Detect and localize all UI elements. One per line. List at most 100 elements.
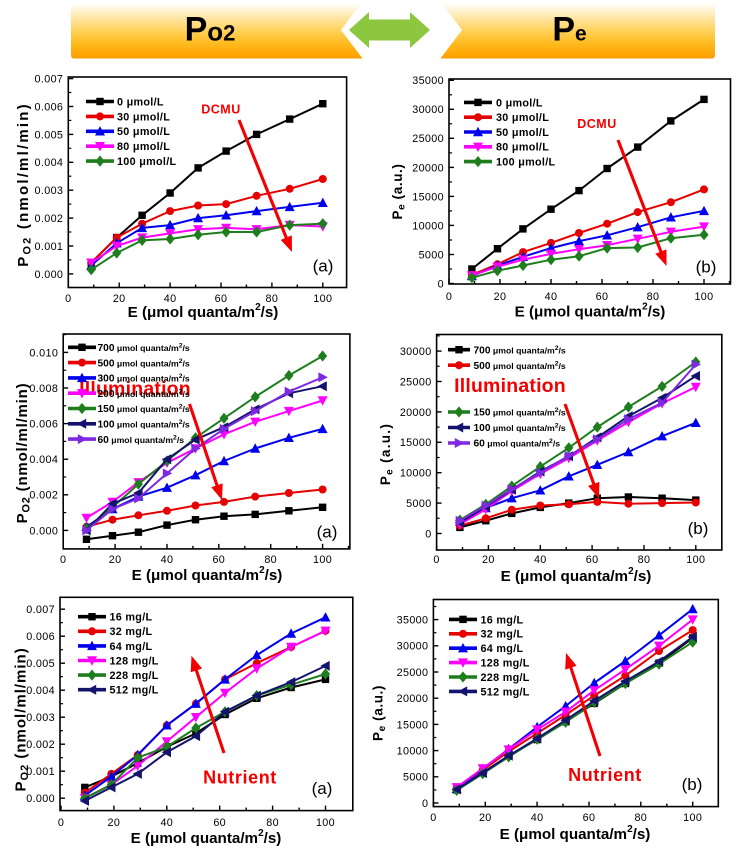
svg-text:Nutrient: Nutrient (568, 765, 642, 785)
svg-text:512 mg/L: 512 mg/L (110, 685, 159, 697)
svg-text:Illumination: Illumination (79, 378, 191, 400)
svg-text:15000: 15000 (412, 191, 444, 203)
svg-text:0.002: 0.002 (35, 213, 64, 225)
svg-text:128 mg/L: 128 mg/L (481, 658, 530, 670)
svg-text:Illumination: Illumination (454, 375, 566, 397)
svg-text:5000: 5000 (406, 498, 431, 510)
svg-text:25000: 25000 (412, 133, 444, 145)
svg-text:40: 40 (534, 554, 547, 566)
svg-text:0.007: 0.007 (35, 74, 64, 86)
svg-text:20: 20 (113, 293, 126, 305)
svg-text:0.005: 0.005 (35, 129, 64, 141)
svg-text:0: 0 (433, 554, 439, 566)
svg-text:Pe (a.u.): Pe (a.u.) (371, 685, 389, 741)
svg-text:20000: 20000 (397, 693, 429, 705)
svg-text:0.006: 0.006 (29, 419, 58, 431)
svg-text:0: 0 (438, 278, 444, 290)
svg-text:500 μmol quanta/m2/s: 500 μmol quanta/m2/s (98, 358, 190, 370)
svg-text:20: 20 (109, 554, 122, 566)
svg-text:0.006: 0.006 (26, 631, 55, 643)
svg-text:100 μmol/L: 100 μmol/L (496, 157, 556, 169)
svg-text:(a): (a) (317, 523, 338, 542)
svg-text:0: 0 (60, 554, 66, 566)
svg-text:10000: 10000 (412, 220, 444, 232)
svg-text:100 μmol quanta/m2/s: 100 μmol quanta/m2/s (98, 419, 190, 431)
svg-text:100: 100 (316, 817, 335, 829)
svg-text:20: 20 (482, 554, 495, 566)
svg-text:35000: 35000 (412, 75, 444, 87)
svg-text:15000: 15000 (397, 719, 429, 731)
svg-text:40: 40 (531, 812, 544, 824)
svg-text:50 μmol/L: 50 μmol/L (496, 127, 549, 139)
svg-text:100: 100 (686, 554, 705, 566)
svg-text:0.005: 0.005 (26, 658, 55, 670)
svg-text:PO2 (nmol/ml/min): PO2 (nmol/ml/min) (13, 647, 32, 791)
svg-text:0.001: 0.001 (35, 241, 64, 253)
svg-text:16 mg/L: 16 mg/L (481, 614, 524, 626)
svg-text:100: 100 (313, 293, 332, 305)
svg-text:80: 80 (647, 291, 660, 303)
svg-text:80: 80 (266, 817, 279, 829)
svg-text:0: 0 (65, 293, 71, 305)
svg-text:60 μmol quanta/m2/s: 60 μmol quanta/m2/s (474, 438, 561, 450)
svg-text:128 mg/L: 128 mg/L (110, 655, 159, 667)
svg-text:(a): (a) (313, 257, 334, 276)
svg-text:0.004: 0.004 (29, 454, 58, 466)
svg-text:32 mg/L: 32 mg/L (110, 626, 153, 638)
svg-text:100: 100 (683, 812, 702, 824)
svg-text:0: 0 (446, 291, 452, 303)
svg-text:300 μmol quanta/m2/s: 300 μmol quanta/m2/s (98, 373, 190, 385)
svg-text:20: 20 (108, 817, 121, 829)
svg-text:60: 60 (583, 812, 596, 824)
svg-text:(b): (b) (696, 258, 717, 277)
svg-text:0 μmol/L: 0 μmol/L (117, 96, 164, 108)
svg-text:5000: 5000 (419, 249, 444, 261)
svg-text:100: 100 (694, 291, 713, 303)
svg-text:20: 20 (479, 812, 492, 824)
svg-text:Pe: Pe (552, 11, 586, 49)
svg-text:500 μmol quanta/m2/s: 500 μmol quanta/m2/s (474, 360, 566, 372)
svg-text:0.000: 0.000 (35, 269, 64, 281)
svg-text:80: 80 (266, 293, 279, 305)
svg-text:35000: 35000 (397, 615, 429, 627)
svg-text:64 mg/L: 64 mg/L (110, 641, 153, 653)
svg-text:80 μmol/L: 80 μmol/L (117, 141, 170, 153)
svg-text:80: 80 (634, 812, 647, 824)
svg-text:60: 60 (586, 554, 599, 566)
svg-text:0.004: 0.004 (26, 685, 55, 697)
svg-text:E (μmol quanta/m2/s): E (μmol quanta/m2/s) (515, 302, 666, 321)
svg-text:20: 20 (494, 291, 507, 303)
svg-text:DCMU: DCMU (577, 117, 617, 131)
svg-text:E (μmol quanta/m2/s): E (μmol quanta/m2/s) (500, 824, 651, 843)
svg-text:16 mg/L: 16 mg/L (110, 612, 153, 624)
svg-text:150 μmol quanta/m2/s: 150 μmol quanta/m2/s (474, 407, 566, 419)
svg-text:80: 80 (638, 554, 651, 566)
svg-text:50 μmol/L: 50 μmol/L (117, 126, 170, 138)
svg-text:80 μmol/L: 80 μmol/L (496, 142, 549, 154)
svg-text:32 mg/L: 32 mg/L (481, 629, 524, 641)
svg-text:(b): (b) (688, 519, 709, 538)
svg-text:30 μmol/L: 30 μmol/L (496, 112, 549, 124)
svg-text:60 μmol quanta/m2/s: 60 μmol quanta/m2/s (98, 434, 185, 446)
svg-text:E (μmol quanta/m2/s): E (μmol quanta/m2/s) (132, 565, 283, 584)
svg-text:228 mg/L: 228 mg/L (481, 672, 530, 684)
svg-text:30 μmol/L: 30 μmol/L (117, 111, 170, 123)
svg-text:25000: 25000 (400, 376, 432, 388)
svg-text:0.003: 0.003 (35, 185, 64, 197)
svg-text:Pe (a.u.): Pe (a.u.) (378, 423, 396, 485)
svg-text:0: 0 (58, 817, 64, 829)
svg-text:0: 0 (422, 798, 428, 810)
svg-text:10000: 10000 (400, 468, 432, 480)
svg-text:DCMU: DCMU (201, 103, 241, 117)
svg-text:64 mg/L: 64 mg/L (481, 643, 524, 655)
svg-text:60: 60 (212, 554, 225, 566)
svg-text:150 μmol quanta/m2/s: 150 μmol quanta/m2/s (98, 404, 190, 416)
svg-text:228 mg/L: 228 mg/L (110, 670, 159, 682)
svg-text:100 μmol/L: 100 μmol/L (117, 156, 177, 168)
svg-text:10000: 10000 (397, 746, 429, 758)
svg-text:0.000: 0.000 (29, 525, 58, 537)
svg-text:0.006: 0.006 (35, 101, 64, 113)
svg-text:5000: 5000 (403, 772, 428, 784)
svg-text:30000: 30000 (412, 104, 444, 116)
svg-text:0.007: 0.007 (26, 604, 55, 616)
